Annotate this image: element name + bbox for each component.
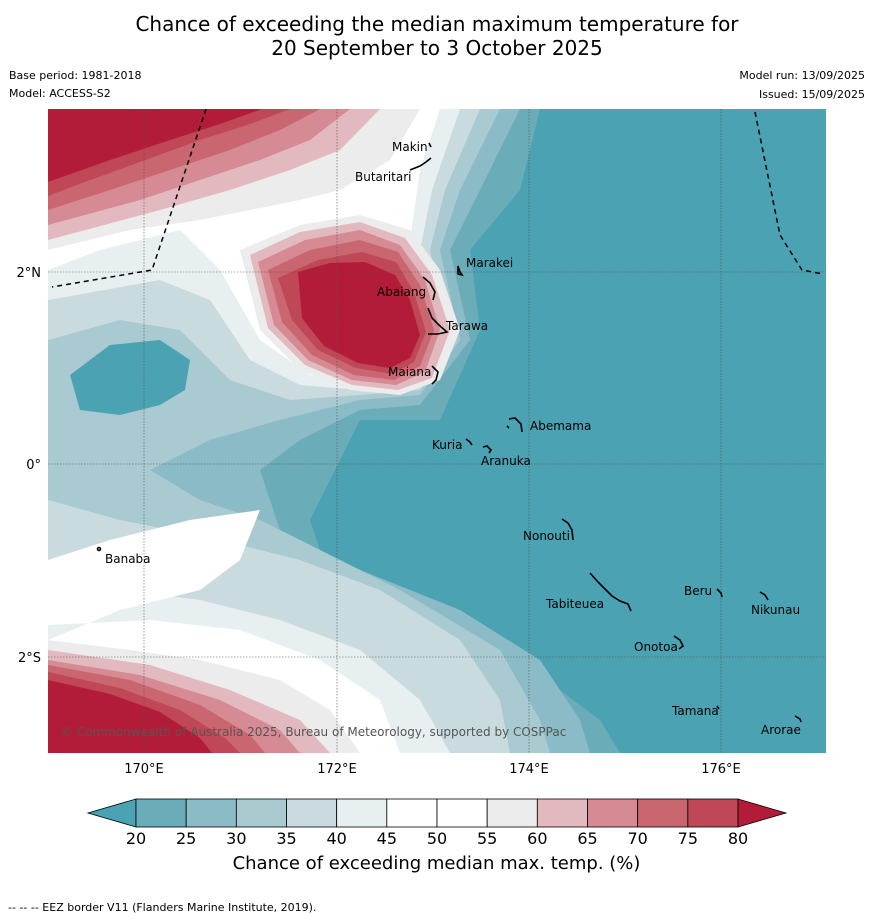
island-abemama	[506, 417, 523, 433]
title-line-1: Chance of exceeding the median maximum t…	[135, 12, 739, 36]
colorbar-tick-label: 60	[527, 829, 547, 848]
label-abaiang: Abaiang	[377, 285, 426, 299]
colorbar-segment	[286, 798, 338, 828]
lat-label-2s: 2°S	[18, 651, 41, 666]
island-beru	[716, 588, 723, 598]
label-marakei: Marakei	[466, 256, 513, 270]
colorbar-tick-label: 40	[326, 829, 346, 848]
eez-borders	[51, 108, 824, 288]
label-onotoa: Onotoa	[634, 640, 678, 654]
graticule	[48, 109, 826, 753]
island-makin	[428, 142, 432, 148]
label-nonouti: Nonouti	[523, 529, 570, 543]
probability-field	[48, 109, 826, 753]
island-arorae	[794, 715, 802, 723]
colorbar-segment	[185, 798, 237, 828]
colorbar-segment	[536, 798, 588, 828]
colorbar-label: Chance of exceeding median max. temp. (%…	[232, 853, 641, 874]
label-butaritari: Butaritari	[355, 170, 412, 184]
footer-eez-note: -- -- -- EEZ border V11 (Flanders Marine…	[8, 901, 317, 914]
label-nikunau: Nikunau	[751, 603, 800, 617]
island-onotoa	[673, 635, 685, 650]
label-maiana: Maiana	[388, 365, 431, 379]
eez-border-east	[754, 111, 824, 275]
colorbar-tick-label: 55	[477, 829, 497, 848]
chart-title: Chance of exceeding the median maximum t…	[0, 12, 873, 60]
colorbar-tick-label: 50	[427, 829, 447, 848]
colorbar-segment	[637, 798, 689, 828]
island-aranuka	[482, 445, 493, 454]
field-pocket-west	[70, 340, 190, 415]
lon-label-172: 172°E	[317, 762, 357, 777]
colorbar-tick-label: 80	[728, 829, 748, 848]
colorbar-tick-label: 70	[627, 829, 647, 848]
island-kuria	[465, 438, 473, 446]
island-tamana	[716, 705, 720, 710]
label-tarawa: Tarawa	[445, 319, 488, 333]
colorbar-segment	[235, 798, 287, 828]
lat-label-0: 0°	[26, 458, 41, 473]
field-over-80	[48, 109, 420, 753]
colorbar-segment	[386, 798, 438, 828]
label-tamana: Tamana	[671, 704, 719, 718]
island-tarawa	[427, 307, 449, 335]
label-aranuka: Aranuka	[481, 454, 531, 468]
eez-border-west	[51, 108, 207, 288]
island-nikunau	[759, 591, 769, 601]
label-arorae: Arorae	[761, 723, 801, 737]
label-beru: Beru	[684, 584, 712, 598]
colorbar-segment	[587, 798, 639, 828]
colorbar-over-arrow	[737, 798, 788, 828]
label-tabiteuea: Tabiteuea	[545, 597, 604, 611]
label-kuria: Kuria	[432, 438, 463, 452]
colorbar-tick-label: 30	[226, 829, 246, 848]
colorbar-tick-label: 35	[276, 829, 296, 848]
island-nonouti	[561, 518, 574, 541]
place-labels: Makin Butaritari Marakei Abaiang Tarawa …	[105, 140, 801, 737]
island-abaiang	[422, 276, 436, 301]
island-butaritari	[409, 157, 432, 171]
colorbar-segment	[135, 798, 187, 828]
colorbar-tick-label: 25	[176, 829, 196, 848]
title-line-2: 20 September to 3 October 2025	[271, 36, 603, 60]
lon-label-170: 170°E	[124, 762, 164, 777]
axis-labels: 2°N 0° 2°S 170°E 172°E 174°E 176°E	[17, 266, 741, 777]
model-run: Model run: 13/09/2025	[739, 69, 865, 82]
island-marakei	[457, 265, 464, 277]
islands	[96, 142, 802, 723]
colorbar-under-arrow	[86, 798, 137, 828]
label-abemama: Abemama	[530, 419, 591, 433]
island-maiana	[431, 365, 439, 385]
base-period: Base period: 1981-2018	[9, 69, 142, 82]
lon-label-174: 174°E	[509, 762, 549, 777]
lat-label-2n: 2°N	[17, 266, 42, 281]
colorbar-segment	[436, 798, 488, 828]
label-banaba: Banaba	[105, 552, 151, 566]
model-name: Model: ACCESS-S2	[9, 87, 111, 100]
colorbar: 20 25 30 35 40 45 50 55 60 65 70 75 80	[86, 798, 788, 848]
label-makin: Makin	[392, 140, 428, 154]
island-tabiteuea	[589, 572, 632, 612]
copyright-notice: © Commonwealth of Australia 2025, Bureau…	[61, 725, 566, 739]
colorbar-tick-label: 65	[577, 829, 597, 848]
island-banaba	[96, 546, 102, 552]
colorbar-tick-label: 20	[126, 829, 146, 848]
colorbar-segment	[687, 798, 739, 828]
lon-label-176: 176°E	[701, 762, 741, 777]
colorbar-tick-label: 45	[377, 829, 397, 848]
issued-date: Issued: 15/09/2025	[758, 88, 865, 101]
colorbar-segment	[486, 798, 538, 828]
colorbar-tick-label: 75	[678, 829, 698, 848]
colorbar-segment	[336, 798, 388, 828]
